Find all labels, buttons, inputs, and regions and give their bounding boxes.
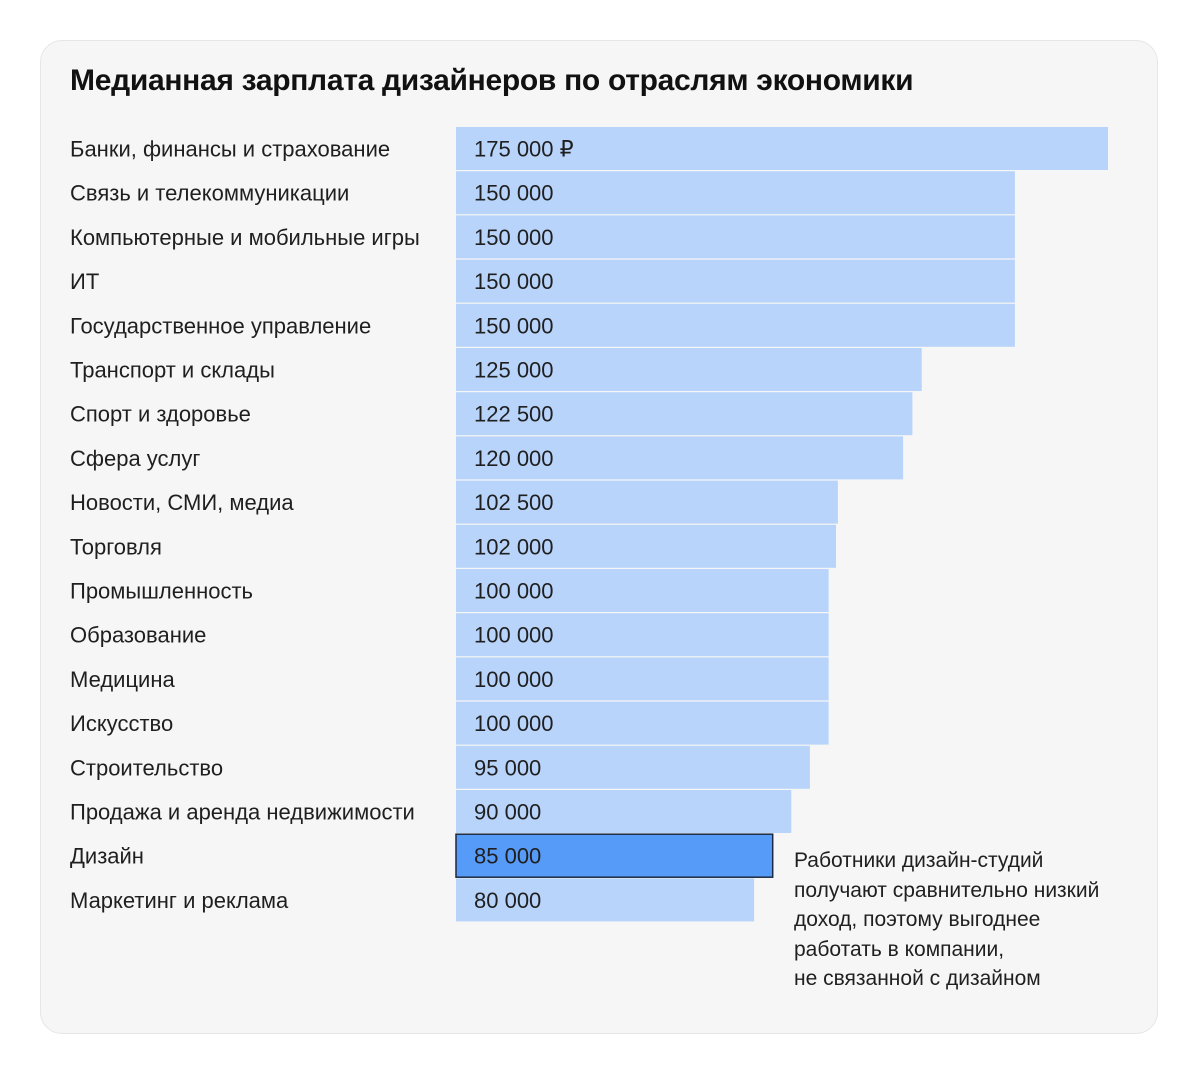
category-label: Сфера услуг <box>70 446 200 471</box>
value-label: 150 000 <box>474 225 554 250</box>
category-label: Компьютерные и мобильные игры <box>70 225 420 250</box>
annotation-line: Работники дизайн-студий <box>794 849 1044 872</box>
category-label: Продажа и аренда недвижимости <box>70 800 415 825</box>
category-label: Искусство <box>70 711 173 736</box>
bar <box>456 657 829 701</box>
category-label: Новости, СМИ, медиа <box>70 490 294 515</box>
category-label: Маркетинг и реклама <box>70 888 289 913</box>
bar <box>456 303 1015 347</box>
value-label: 122 500 <box>474 402 554 427</box>
value-label: 80 000 <box>474 888 541 913</box>
value-label: 100 000 <box>474 579 554 604</box>
category-label: Спорт и здоровье <box>70 402 251 427</box>
bar <box>456 745 810 789</box>
annotation-line: доход, поэтому выгоднее <box>794 908 1041 931</box>
value-label: 150 000 <box>474 269 554 294</box>
category-label: Транспорт и склады <box>70 358 275 383</box>
bar <box>456 613 829 657</box>
bar <box>456 127 1108 170</box>
bar <box>456 259 1015 303</box>
value-label: 175 000 ₽ <box>474 137 574 162</box>
bar <box>456 436 904 480</box>
bar <box>456 171 1015 215</box>
value-label: 100 000 <box>474 711 554 736</box>
value-label: 120 000 <box>474 446 554 471</box>
value-label: 90 000 <box>474 800 541 825</box>
bar <box>456 480 838 524</box>
bar <box>456 392 913 436</box>
category-label: Торговля <box>70 534 162 559</box>
chart-title: Медианная зарплата дизайнеров по отрасля… <box>70 64 914 97</box>
bar <box>456 790 792 833</box>
value-label: 100 000 <box>474 623 554 648</box>
category-label: Государственное управление <box>70 313 371 338</box>
bar <box>456 215 1015 259</box>
value-label: 102 000 <box>474 534 554 559</box>
category-label: ИТ <box>70 269 99 294</box>
annotation-line: не связанной с дизайном <box>794 967 1041 990</box>
category-label: Образование <box>70 623 206 648</box>
category-label: Строительство <box>70 755 223 780</box>
value-label: 150 000 <box>474 181 554 206</box>
chart-annotation: Работники дизайн-студий получают сравнит… <box>794 846 1154 994</box>
annotation-line: получают сравнительно низкий <box>794 878 1100 902</box>
bar <box>456 569 829 612</box>
value-label: 95 000 <box>474 755 541 780</box>
bar-highlighted <box>455 833 774 878</box>
bar <box>456 878 755 922</box>
bar <box>456 701 829 745</box>
category-label: Дизайн <box>70 844 144 869</box>
category-label: Промышленность <box>70 579 253 604</box>
value-label: 150 000 <box>474 313 554 338</box>
value-label: 85 000 <box>474 844 541 869</box>
bar <box>456 524 836 568</box>
category-label: Медицина <box>70 667 175 692</box>
value-label: 100 000 <box>474 667 554 692</box>
value-label: 102 500 <box>474 490 554 515</box>
category-label: Связь и телекоммуникации <box>70 181 349 206</box>
bar <box>456 348 922 391</box>
value-label: 125 000 <box>474 358 554 383</box>
annotation-line: работать в компании, <box>794 937 1005 961</box>
category-label: Банки, финансы и страхование <box>70 137 390 162</box>
